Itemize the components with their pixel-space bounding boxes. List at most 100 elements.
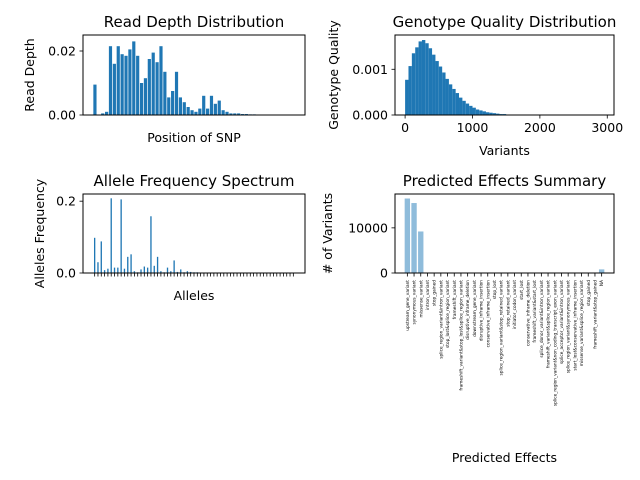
bar bbox=[156, 256, 159, 273]
bar bbox=[472, 107, 476, 115]
x-tick-label: conservative_inframe_insertion bbox=[485, 280, 491, 348]
bar bbox=[163, 71, 167, 115]
bar bbox=[176, 271, 179, 273]
axes-frame bbox=[82, 193, 306, 274]
x-tick-label: splice_donor_variant&intron_variant bbox=[539, 280, 545, 358]
y-axis-label: # of Variants bbox=[320, 193, 335, 274]
x-tick-label: missense_variant&splice_region_variant bbox=[579, 280, 585, 367]
chart-title: Genotype Quality Distribution bbox=[393, 13, 617, 31]
bar bbox=[147, 59, 151, 115]
x-tick-label: splice_region_variant&stop_retained_vari… bbox=[499, 280, 505, 376]
x-tick-label: NA bbox=[599, 280, 605, 286]
bar bbox=[217, 100, 221, 115]
y-tick-label: 0.00 bbox=[48, 108, 76, 123]
bar bbox=[485, 112, 490, 115]
chart-3 bbox=[79, 193, 306, 277]
x-axis-label: Position of SNP bbox=[147, 130, 241, 145]
bar bbox=[459, 97, 463, 115]
bar bbox=[415, 47, 419, 115]
bar bbox=[445, 78, 449, 115]
x-tick-label: stop_lost bbox=[492, 280, 498, 299]
bar bbox=[421, 40, 426, 115]
x-tick-label: stop_lost&splice_region_variant bbox=[445, 280, 451, 348]
bar bbox=[432, 54, 436, 115]
bar bbox=[167, 97, 171, 115]
bar bbox=[455, 93, 460, 115]
bar bbox=[404, 198, 411, 273]
bar bbox=[116, 46, 120, 116]
chart-title: Predicted Effects Summary bbox=[403, 172, 607, 190]
bar bbox=[124, 55, 128, 115]
bar bbox=[180, 269, 182, 273]
chart-1 bbox=[79, 34, 306, 116]
bar bbox=[105, 111, 109, 115]
x-tick-label: disruptive_inframe_insertion bbox=[479, 280, 485, 341]
y-axis-label: Read Depth bbox=[22, 38, 37, 111]
bar bbox=[143, 266, 145, 273]
bar bbox=[97, 262, 99, 273]
chart-4 bbox=[391, 193, 615, 277]
x-tick-label: splice_region_variant&intron_variant bbox=[438, 280, 444, 359]
x-tick-label: 2000 bbox=[524, 120, 556, 135]
bar bbox=[159, 46, 163, 116]
x-tick-label: splice_region_variant&synonymous_variant bbox=[566, 280, 572, 374]
bar bbox=[598, 269, 605, 273]
x-tick-label: stop_gained bbox=[586, 280, 592, 306]
bar bbox=[418, 231, 424, 273]
y-tick-label: 0.2 bbox=[56, 194, 76, 209]
x-tick-label: frameshift_variant&start_lost bbox=[532, 280, 538, 343]
bar bbox=[213, 103, 217, 115]
chart-2 bbox=[391, 34, 615, 119]
y-tick-label: 0 bbox=[380, 266, 388, 281]
bar bbox=[405, 79, 409, 115]
x-tick-label: initiator_codon_variant bbox=[512, 280, 518, 330]
x-tick-label: downstream_gene_variant bbox=[472, 280, 478, 337]
x-tick-label: 0 bbox=[401, 120, 409, 135]
axes-frame bbox=[82, 34, 306, 116]
bar bbox=[127, 256, 129, 273]
x-tick-label: start_lost bbox=[519, 280, 525, 300]
bar bbox=[130, 254, 132, 273]
bar bbox=[101, 113, 105, 115]
bar bbox=[408, 66, 412, 115]
bar bbox=[182, 102, 186, 115]
bar bbox=[178, 97, 182, 115]
x-tick-label: splice_region_variant&non_coding_transcr… bbox=[552, 280, 558, 406]
bar bbox=[482, 111, 486, 115]
x-tick-label: frameshift_variant&splice_region_variant bbox=[546, 280, 552, 368]
bar bbox=[120, 54, 124, 115]
bar bbox=[150, 216, 152, 273]
bar bbox=[133, 271, 136, 273]
bar bbox=[107, 268, 109, 273]
bar bbox=[186, 107, 190, 115]
axes-frame bbox=[394, 34, 615, 116]
bar bbox=[139, 83, 144, 115]
x-tick-label: disruptive_inframe_deletion bbox=[465, 280, 471, 340]
bar bbox=[160, 271, 162, 273]
bar bbox=[128, 49, 132, 115]
bar bbox=[190, 110, 194, 115]
bar bbox=[93, 84, 97, 115]
bar bbox=[113, 267, 116, 273]
bar bbox=[117, 267, 119, 273]
bar bbox=[465, 103, 470, 115]
bar bbox=[123, 268, 126, 273]
bar bbox=[237, 113, 241, 115]
bar bbox=[442, 72, 446, 115]
x-tick-label: stop_gained bbox=[432, 280, 438, 306]
bar bbox=[479, 110, 483, 115]
bar bbox=[140, 269, 142, 273]
bar bbox=[411, 53, 416, 115]
bar bbox=[93, 237, 96, 273]
chart-title: Read Depth Distribution bbox=[104, 13, 284, 31]
bar bbox=[190, 271, 192, 273]
axes-frame bbox=[394, 193, 615, 274]
x-tick-label: missense_variant bbox=[418, 280, 424, 318]
y-tick-label: 0.02 bbox=[48, 44, 76, 59]
bar bbox=[462, 100, 466, 115]
bar bbox=[428, 48, 433, 115]
bar bbox=[229, 113, 233, 115]
x-tick-label: frameshift_variant bbox=[452, 280, 458, 320]
bar bbox=[198, 108, 202, 115]
